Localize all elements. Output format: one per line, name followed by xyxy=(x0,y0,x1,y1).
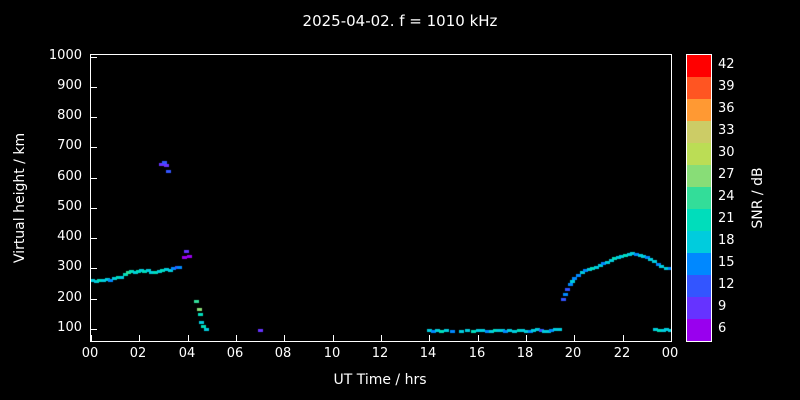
colorbar-segment xyxy=(687,275,711,297)
colorbar-segment xyxy=(687,231,711,253)
colorbar-tick-label: 27 xyxy=(718,167,735,182)
colorbar xyxy=(686,54,712,342)
x-tick-mark xyxy=(236,335,237,341)
x-tick-mark xyxy=(574,335,575,341)
colorbar-tick-label: 42 xyxy=(718,57,735,72)
x-tick-label: 00 xyxy=(81,346,99,361)
x-tick-mark xyxy=(333,335,334,341)
y-tick-label: 100 xyxy=(57,320,82,335)
plot-area xyxy=(90,54,672,342)
x-tick-label: 02 xyxy=(129,346,147,361)
x-tick-label: 06 xyxy=(226,346,244,361)
x-tick-mark xyxy=(478,335,479,341)
colorbar-tick-label: 24 xyxy=(718,189,735,204)
y-tick-mark xyxy=(91,147,97,148)
y-tick-label: 200 xyxy=(57,290,82,305)
colorbar-segment xyxy=(687,253,711,275)
y-tick-mark xyxy=(91,208,97,209)
y-tick-mark xyxy=(91,178,97,179)
x-tick-label: 00 xyxy=(661,346,679,361)
colorbar-tick-label: 12 xyxy=(718,277,735,292)
x-tick-mark xyxy=(429,335,430,341)
y-tick-label: 1000 xyxy=(48,48,82,63)
colorbar-segment xyxy=(687,121,711,143)
x-tick-mark xyxy=(526,335,527,341)
x-tick-label: 16 xyxy=(468,346,486,361)
y-tick-label: 400 xyxy=(57,229,82,244)
x-tick-mark xyxy=(381,335,382,341)
colorbar-segment xyxy=(687,55,711,77)
colorbar-label: SNR / dB xyxy=(750,167,766,229)
y-tick-mark xyxy=(91,299,97,300)
colorbar-segment xyxy=(687,319,711,341)
colorbar-segment xyxy=(687,77,711,99)
y-tick-label: 700 xyxy=(57,138,82,153)
x-tick-mark xyxy=(284,335,285,341)
y-tick-label: 300 xyxy=(57,259,82,274)
y-tick-mark xyxy=(91,87,97,88)
x-tick-label: 12 xyxy=(371,346,389,361)
x-tick-label: 14 xyxy=(419,346,437,361)
x-tick-label: 10 xyxy=(323,346,341,361)
colorbar-segment xyxy=(687,165,711,187)
colorbar-segment xyxy=(687,297,711,319)
colorbar-segment xyxy=(687,187,711,209)
y-tick-mark xyxy=(91,57,97,58)
x-tick-mark xyxy=(623,335,624,341)
colorbar-tick-label: 21 xyxy=(718,211,735,226)
y-tick-label: 800 xyxy=(57,108,82,123)
y-axis-label: Virtual height / km xyxy=(12,132,28,264)
y-tick-mark xyxy=(91,329,97,330)
y-tick-label: 600 xyxy=(57,169,82,184)
y-tick-mark xyxy=(91,117,97,118)
colorbar-segment xyxy=(687,143,711,165)
x-tick-mark xyxy=(139,335,140,341)
colorbar-tick-label: 30 xyxy=(718,145,735,160)
y-tick-mark xyxy=(91,268,97,269)
colorbar-tick-label: 6 xyxy=(718,321,727,336)
y-tick-label: 900 xyxy=(57,78,82,93)
colorbar-tick-label: 39 xyxy=(718,79,735,94)
x-tick-label: 08 xyxy=(274,346,292,361)
y-tick-label: 500 xyxy=(57,199,82,214)
chart-title: 2025-04-02. f = 1010 kHz xyxy=(302,12,498,30)
colorbar-tick-label: 15 xyxy=(718,255,735,270)
x-axis-label: UT Time / hrs xyxy=(333,372,427,388)
x-tick-mark xyxy=(188,335,189,341)
colorbar-tick-label: 33 xyxy=(718,123,735,138)
colorbar-tick-label: 36 xyxy=(718,101,735,116)
x-tick-label: 22 xyxy=(613,346,631,361)
x-tick-label: 04 xyxy=(178,346,196,361)
x-tick-mark xyxy=(671,335,672,341)
x-tick-mark xyxy=(91,335,92,341)
colorbar-tick-label: 18 xyxy=(718,233,735,248)
y-tick-mark xyxy=(91,238,97,239)
x-tick-label: 18 xyxy=(516,346,534,361)
colorbar-segment xyxy=(687,209,711,231)
x-tick-label: 20 xyxy=(564,346,582,361)
scatter-canvas xyxy=(91,55,671,341)
colorbar-tick-label: 9 xyxy=(718,299,727,314)
colorbar-segment xyxy=(687,99,711,121)
